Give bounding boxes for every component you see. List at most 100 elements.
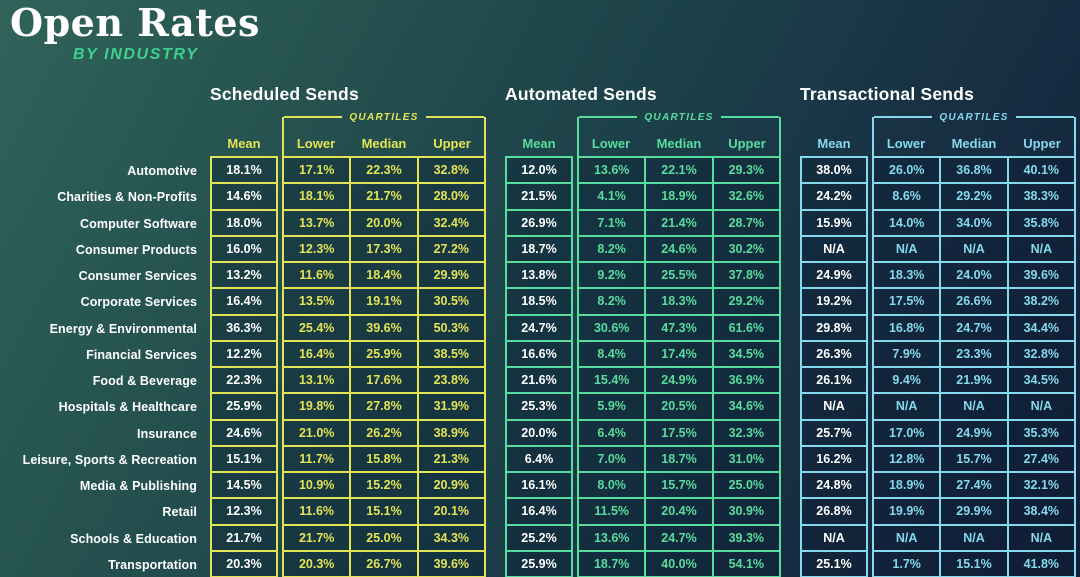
quartiles-line-left: [579, 116, 638, 118]
upper-value-cell: 34.6%: [713, 394, 781, 421]
mean-value-cell: 24.2%: [800, 184, 868, 211]
median-value-cell: 24.0%: [941, 263, 1009, 290]
median-value-cell: 40.0%: [646, 551, 714, 577]
mean-column: 38.0% 24.2% 15.9% N/A 24.9% 19.2% 29.8% 26.3% 26…: [800, 156, 868, 577]
lower-value-cell: 13.6%: [579, 525, 647, 552]
median-value-cell: 21.9%: [941, 368, 1009, 395]
upper-value-cell: 39.3%: [713, 525, 781, 552]
section-title-scheduled: Scheduled Sends: [210, 84, 359, 104]
lower-value-cell: 13.1%: [284, 368, 352, 395]
median-value-cell: 25.0%: [351, 525, 419, 552]
mean-value-cell: 18.5%: [505, 289, 573, 316]
mean-value-cell: 18.0%: [210, 210, 278, 237]
upper-value-cell: 29.9%: [418, 263, 486, 290]
mean-value-cell: 16.6%: [505, 341, 573, 368]
quartiles-bracket: QUARTILES: [872, 112, 1076, 156]
upper-value-cell: 38.9%: [418, 420, 486, 447]
mean-value-cell: 26.8%: [800, 499, 868, 526]
lower-value-cell: 11.6%: [284, 263, 352, 290]
section-table: 38.0% 24.2% 15.9% N/A 24.9% 19.2% 29.8% 26.3% 26…: [800, 156, 1076, 577]
lower-value-cell: 18.1%: [284, 184, 352, 211]
mean-value-cell: 25.9%: [505, 551, 573, 577]
mean-value-cell: 22.3%: [210, 368, 278, 395]
mean-value-cell: 12.2%: [210, 341, 278, 368]
upper-value-cell: 34.4%: [1008, 315, 1076, 342]
quartiles-grid: 13.6% 22.1% 29.3% 4.1% 18.9% 32.6% 7.1% 21.4% 28…: [577, 156, 781, 577]
section-table: 18.1% 14.6% 18.0% 16.0% 13.2% 16.4% 36.3% 12.2%…: [210, 156, 486, 577]
median-value-cell: 17.6%: [351, 368, 419, 395]
lower-value-cell: 1.7%: [874, 551, 942, 577]
lower-value-cell: 13.7%: [284, 210, 352, 237]
lower-value-cell: 30.6%: [579, 315, 647, 342]
median-value-cell: 29.2%: [941, 184, 1009, 211]
mean-value-cell: N/A: [800, 236, 868, 263]
quartiles-line-right: [720, 116, 779, 118]
mean-value-cell: N/A: [800, 394, 868, 421]
mean-value-cell: 16.4%: [210, 289, 278, 316]
industry-label: Corporate Services: [80, 295, 197, 310]
lower-value-cell: 7.0%: [579, 446, 647, 473]
upper-value-cell: 30.5%: [418, 289, 486, 316]
section-scheduled-sends: Scheduled Sends QUARTILES Mean Lower Med…: [210, 84, 486, 577]
upper-value-cell: 28.7%: [713, 210, 781, 237]
upper-value-cell: 23.8%: [418, 368, 486, 395]
lower-value-cell: 7.9%: [874, 341, 942, 368]
upper-value-cell: 32.3%: [713, 420, 781, 447]
mean-column: 18.1% 14.6% 18.0% 16.0% 13.2% 16.4% 36.3% 12.2%…: [210, 156, 278, 577]
median-value-cell: 22.3%: [351, 158, 419, 185]
quartiles-bracket: QUARTILES: [282, 112, 486, 156]
upper-value-cell: 20.1%: [418, 499, 486, 526]
mean-value-cell: 29.8%: [800, 315, 868, 342]
median-value-cell: 39.6%: [351, 315, 419, 342]
industry-label: Leisure, Sports & Recreation: [22, 452, 197, 467]
upper-value-cell: 32.6%: [713, 184, 781, 211]
mean-value-cell: 19.2%: [800, 289, 868, 316]
column-headers: Mean Lower Median Upper: [505, 136, 781, 151]
lower-value-cell: N/A: [874, 236, 942, 263]
quartiles-label: QUARTILES: [939, 111, 1009, 123]
median-value-cell: 15.1%: [941, 551, 1009, 577]
mean-value-cell: 21.6%: [505, 368, 573, 395]
column-header-median: Median: [951, 136, 997, 151]
industry-label: Transportation: [108, 557, 197, 572]
mean-value-cell: 36.3%: [210, 315, 278, 342]
upper-value-cell: 37.8%: [713, 263, 781, 290]
median-value-cell: 15.7%: [646, 473, 714, 500]
upper-value-cell: 34.5%: [1008, 368, 1076, 395]
mean-value-cell: 6.4%: [505, 446, 573, 473]
median-value-cell: 25.5%: [646, 263, 714, 290]
mean-value-cell: 18.1%: [210, 158, 278, 185]
mean-value-cell: 14.5%: [210, 473, 278, 500]
median-value-cell: 24.7%: [941, 315, 1009, 342]
median-value-cell: 18.4%: [351, 263, 419, 290]
mean-value-cell: 24.9%: [800, 263, 868, 290]
median-value-cell: 19.1%: [351, 289, 419, 316]
median-value-cell: N/A: [941, 394, 1009, 421]
mean-value-cell: 25.9%: [210, 394, 278, 421]
quartiles-label: QUARTILES: [644, 111, 714, 123]
median-value-cell: 36.8%: [941, 158, 1009, 185]
upper-value-cell: 32.1%: [1008, 473, 1076, 500]
upper-value-cell: 21.3%: [418, 446, 486, 473]
mean-value-cell: 24.7%: [505, 315, 573, 342]
lower-value-cell: 13.6%: [579, 158, 647, 185]
lower-value-cell: 8.2%: [579, 236, 647, 263]
industry-label: Computer Software: [80, 216, 197, 231]
upper-value-cell: 50.3%: [418, 315, 486, 342]
mean-value-cell: 25.1%: [800, 551, 868, 577]
lower-value-cell: 18.9%: [874, 473, 942, 500]
median-value-cell: 24.7%: [646, 525, 714, 552]
upper-value-cell: 61.6%: [713, 315, 781, 342]
mean-value-cell: 20.3%: [210, 551, 278, 577]
median-value-cell: 15.8%: [351, 446, 419, 473]
median-value-cell: N/A: [941, 525, 1009, 552]
upper-value-cell: N/A: [1008, 394, 1076, 421]
median-value-cell: 21.4%: [646, 210, 714, 237]
column-header-lower: Lower: [591, 136, 631, 151]
mean-value-cell: 18.7%: [505, 236, 573, 263]
quartiles-line-left: [874, 116, 933, 118]
mean-value-cell: 38.0%: [800, 158, 868, 185]
section-transactional-sends: Transactional Sends QUARTILES Mean Lower…: [800, 84, 1076, 577]
mean-value-cell: 25.2%: [505, 525, 573, 552]
upper-value-cell: 29.3%: [713, 158, 781, 185]
